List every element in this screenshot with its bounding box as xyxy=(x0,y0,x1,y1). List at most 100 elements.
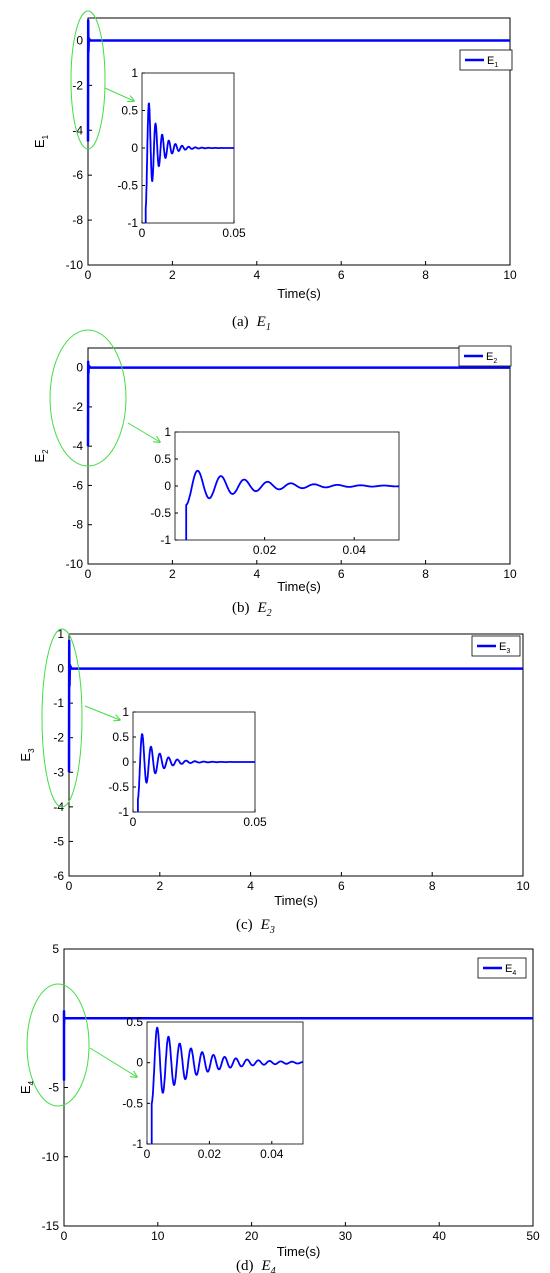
x-tick-label: 10 xyxy=(503,567,517,581)
panel-caption: (b) E2 xyxy=(232,600,272,619)
y-tick-label: -2 xyxy=(72,78,83,92)
x-tick-label: 4 xyxy=(253,268,260,282)
zoom-ellipse xyxy=(41,628,83,808)
x-axis-label: Time(s) xyxy=(277,579,321,594)
inset-a: 0 0.05 1 0.5 0 -0.5 -1 xyxy=(117,66,246,240)
x-tick-label: 10 xyxy=(516,879,530,893)
zoom-ellipse xyxy=(26,983,90,1107)
y-tick-label: -1 xyxy=(53,696,64,710)
y-tick-label: -3 xyxy=(53,765,64,779)
y-tick-label: -6 xyxy=(72,478,83,492)
inset-y-tick-label: -1 xyxy=(127,216,138,230)
inset-y-tick-label: 0 xyxy=(136,1056,143,1070)
legend-label-sub: 3 xyxy=(506,648,510,655)
zoom-arrow xyxy=(127,422,160,442)
x-tick-label: 40 xyxy=(433,1229,447,1243)
y-tick-label: 0 xyxy=(76,361,83,375)
y-tick-label: -10 xyxy=(66,258,84,272)
y-tick-label: -4 xyxy=(53,800,64,814)
inset-y-tick-label: -0.5 xyxy=(150,506,171,520)
series-line-E2 xyxy=(86,360,510,447)
x-tick-label: 0 xyxy=(61,1229,68,1243)
inset-d: 0 0.02 0.04 0.5 0 -0.5 -1 xyxy=(122,1015,304,1161)
y-axis-label-sub: 4 xyxy=(27,1080,36,1085)
inset-y-tick-label: -1 xyxy=(132,1137,143,1151)
x-tick-label: 0 xyxy=(85,567,92,581)
y-tick-label: -5 xyxy=(53,834,64,848)
legend-label: E4 xyxy=(505,963,516,977)
caption-sub: 4 xyxy=(271,1266,276,1273)
inset-y-tick-label: 0 xyxy=(164,479,171,493)
x-tick-label: 8 xyxy=(422,567,429,581)
legend-label: E3 xyxy=(499,641,510,655)
x-tick-label: 30 xyxy=(339,1229,353,1243)
inset-y-tick-label: -1 xyxy=(118,805,129,819)
inset-y-tick-label: -0.5 xyxy=(122,1096,143,1110)
inset-y-tick-label: 1 xyxy=(164,425,171,439)
zoom-arrow xyxy=(89,1047,137,1077)
series-line-E4 xyxy=(62,1010,533,1081)
y-tick-label: 0 xyxy=(52,1011,59,1025)
y-tick-label: -2 xyxy=(72,400,83,414)
zoom-ellipse xyxy=(49,329,127,467)
y-tick-label: -8 xyxy=(72,213,83,227)
y-axis-label-sub: 2 xyxy=(41,449,50,454)
x-tick-label: 6 xyxy=(338,268,345,282)
y-axis-label: E1 xyxy=(32,134,50,148)
panel-caption: (a) E1 xyxy=(232,314,271,333)
legend-label: E2 xyxy=(486,351,497,365)
inset-series-line xyxy=(136,733,256,812)
inset-y-tick-label: 0.5 xyxy=(121,104,138,118)
y-tick-label: -10 xyxy=(66,557,84,571)
inset-x-tick-label: 0.04 xyxy=(343,543,367,557)
legend-box xyxy=(459,49,513,71)
inset-y-tick-label: 0 xyxy=(122,755,129,769)
x-axis-label: Time(s) xyxy=(274,893,318,908)
x-tick-label: 0 xyxy=(85,268,92,282)
x-tick-label: 4 xyxy=(247,879,254,893)
x-tick-label: 2 xyxy=(169,268,176,282)
caption-sub: 1 xyxy=(266,322,271,333)
inset-x-tick-label: 0 xyxy=(139,226,146,240)
inset-x-tick-label: 0.02 xyxy=(198,1147,222,1161)
x-tick-label: 20 xyxy=(245,1229,259,1243)
inset-x-tick-label: 0 xyxy=(144,1147,151,1161)
inset-y-tick-label: 0.5 xyxy=(126,1015,143,1029)
inset-y-tick-label: 0.5 xyxy=(154,452,171,466)
y-tick-label: -4 xyxy=(72,439,83,453)
legend-label-sub: 2 xyxy=(493,358,497,365)
inset-x-tick-label: 0.02 xyxy=(253,543,277,557)
inset-x-tick-label: 0.04 xyxy=(260,1147,284,1161)
y-axis-label: E2 xyxy=(32,449,50,463)
legend-label: E1 xyxy=(487,55,498,69)
y-tick-label: -15 xyxy=(42,1219,60,1233)
inset-x-tick-label: 0.05 xyxy=(243,815,267,829)
inset-y-tick-label: -0.5 xyxy=(108,780,129,794)
x-tick-label: 4 xyxy=(253,567,260,581)
legend-label-sub: 4 xyxy=(512,970,516,977)
x-tick-label: 0 xyxy=(66,879,73,893)
y-axis-label-sub: 1 xyxy=(41,134,50,139)
y-tick-label: -4 xyxy=(72,123,83,137)
x-tick-label: 8 xyxy=(422,268,429,282)
y-axis-label: E3 xyxy=(18,748,36,762)
inset-series-line xyxy=(185,469,400,540)
inset-b: 0.02 0.04 1 0.5 0 -0.5 -1 xyxy=(150,425,400,557)
zoom-ellipse xyxy=(70,10,106,150)
inset-x-tick-label: 0.05 xyxy=(222,226,246,240)
caption-label: (c) xyxy=(236,917,253,933)
x-tick-label: 50 xyxy=(526,1229,540,1243)
legend-label-sub: 1 xyxy=(494,62,498,69)
x-tick-label: 10 xyxy=(503,268,517,282)
y-tick-label: -2 xyxy=(53,731,64,745)
caption-label: (a) xyxy=(232,314,249,330)
caption-symbol: E xyxy=(257,600,267,616)
inset-series-line xyxy=(150,1026,304,1144)
x-axis-label: Time(s) xyxy=(277,1244,321,1259)
x-tick-label: 2 xyxy=(169,567,176,581)
inset-y-tick-label: 1 xyxy=(122,705,129,719)
inset-series-line xyxy=(144,102,235,223)
caption-sub: 2 xyxy=(267,608,272,619)
y-axis-label-sub: 3 xyxy=(27,748,36,753)
